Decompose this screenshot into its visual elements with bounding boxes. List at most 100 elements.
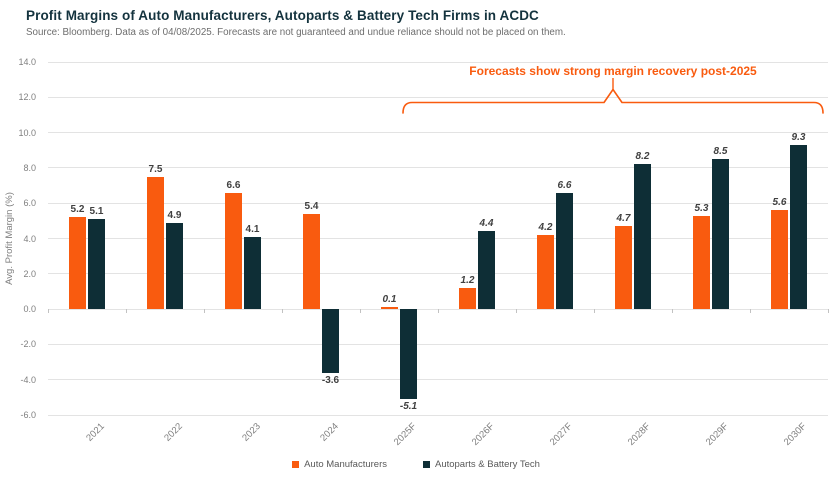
legend-swatch-auto-manufacturers xyxy=(292,461,300,468)
x-label-2030f: 2030F xyxy=(781,421,809,448)
gridline-2.0 xyxy=(48,273,828,275)
x-label-2026f: 2026F xyxy=(469,421,497,448)
gridline-6.0 xyxy=(48,202,828,204)
x-axis-tick xyxy=(672,309,673,314)
forecast-annotation: Forecasts show strong margin recovery po… xyxy=(469,64,757,78)
gridline-8.0 xyxy=(48,167,828,169)
x-label-slot-2023: 2023 xyxy=(204,419,282,461)
y-tick-4.0: 4.0 xyxy=(23,233,36,244)
legend-label-auto-manufacturers: Auto Manufacturers xyxy=(304,459,387,470)
x-axis-tick xyxy=(516,309,517,314)
value-label-autoparts-battery-tech-2027f: 6.6 xyxy=(557,179,572,191)
x-label-2023: 2023 xyxy=(240,421,263,444)
bar-autoparts-battery-tech-2028f xyxy=(634,164,651,310)
y-tick--2.0: -2.0 xyxy=(20,339,36,350)
x-label-slot-2021: 2021 xyxy=(48,419,126,461)
bar-auto-manufacturers-2023 xyxy=(225,192,242,310)
value-label-autoparts-battery-tech-2028f: 8.2 xyxy=(635,151,650,163)
y-tick-0.0: 0.0 xyxy=(23,304,36,315)
value-label-auto-manufacturers-2029f: 5.3 xyxy=(694,202,709,214)
x-label-slot-2030f: 2030F xyxy=(750,419,828,461)
x-axis-tick xyxy=(204,309,205,314)
x-axis-tick xyxy=(594,309,595,314)
x-axis-tick xyxy=(438,309,439,314)
x-label-2021: 2021 xyxy=(84,421,107,444)
y-tick-14.0: 14.0 xyxy=(18,57,36,67)
x-label-slot-2029f: 2029F xyxy=(672,419,750,461)
chart-legend: Auto Manufacturers Autoparts & Battery Te… xyxy=(0,459,832,470)
bar-autoparts-battery-tech-2022 xyxy=(166,222,183,310)
value-label-autoparts-battery-tech-2029f: 8.5 xyxy=(713,146,728,158)
chart-title: Profit Margins of Auto Manufacturers, Au… xyxy=(26,8,539,23)
value-label-autoparts-battery-tech-2030f: 9.3 xyxy=(791,131,806,143)
x-label-2024: 2024 xyxy=(318,421,341,444)
legend-item-autoparts-battery-tech: Autoparts & Battery Tech xyxy=(422,459,540,470)
x-label-2028f: 2028F xyxy=(625,421,653,448)
chart-source-note: Source: Bloomberg. Data as of 04/08/2025… xyxy=(26,27,566,38)
x-axis-tick xyxy=(48,309,49,314)
bar-autoparts-battery-tech-2023 xyxy=(244,236,261,310)
value-label-autoparts-battery-tech-2025f: -5.1 xyxy=(399,401,418,413)
x-axis-labels: 2021 2022 2023 2024 2025F 2026F 2027F 2028F 2029… xyxy=(48,419,828,461)
bar-auto-manufacturers-2024 xyxy=(303,213,320,310)
legend-swatch-autoparts-battery-tech xyxy=(422,461,430,468)
gridline-10.0 xyxy=(48,132,828,134)
value-label-autoparts-battery-tech-2023: 4.1 xyxy=(245,223,260,235)
gridline--6.0 xyxy=(48,414,828,416)
value-label-auto-manufacturers-2021: 5.2 xyxy=(70,204,85,216)
x-axis-tick xyxy=(126,309,127,314)
value-label-autoparts-battery-tech-2021: 5.1 xyxy=(89,206,104,218)
y-tick-2.0: 2.0 xyxy=(23,268,36,279)
x-axis-tick xyxy=(360,309,361,314)
bar-auto-manufacturers-2028f xyxy=(615,226,632,310)
bar-autoparts-battery-tech-2024 xyxy=(322,309,339,373)
value-label-auto-manufacturers-2025f: 0.1 xyxy=(382,294,397,306)
bar-auto-manufacturers-2025f xyxy=(381,307,398,310)
bar-autoparts-battery-tech-2025f xyxy=(400,309,417,400)
value-label-autoparts-battery-tech-2026f: 4.4 xyxy=(479,218,494,230)
x-label-slot-2025f: 2025F xyxy=(360,419,438,461)
x-label-slot-2027f: 2027F xyxy=(516,419,594,461)
x-label-2027f: 2027F xyxy=(547,421,575,448)
x-axis-tick xyxy=(282,309,283,314)
x-label-slot-2022: 2022 xyxy=(126,419,204,461)
y-axis-tick-labels: 14.0 12.0 10.0 8.0 6.0 4.0 2.0 0.0 -2.0 -4.0 -6.0 xyxy=(0,57,40,420)
value-label-auto-manufacturers-2026f: 1.2 xyxy=(460,274,475,286)
value-label-autoparts-battery-tech-2022: 4.9 xyxy=(167,209,182,221)
value-label-autoparts-battery-tech-2024: -3.6 xyxy=(321,374,340,386)
y-tick-8.0: 8.0 xyxy=(23,162,36,173)
x-label-slot-2026f: 2026F xyxy=(438,419,516,461)
bar-auto-manufacturers-2026f xyxy=(459,287,476,310)
bar-auto-manufacturers-2027f xyxy=(537,234,554,310)
x-label-slot-2024: 2024 xyxy=(282,419,360,461)
x-label-2029f: 2029F xyxy=(703,421,731,448)
y-tick-10.0: 10.0 xyxy=(18,127,36,138)
legend-label-autoparts-battery-tech: Autoparts & Battery Tech xyxy=(434,459,540,470)
gridline--2.0 xyxy=(48,343,828,345)
plot-area: Forecasts show strong margin recovery po… xyxy=(48,61,829,416)
x-label-2022: 2022 xyxy=(162,421,185,444)
legend-item-auto-manufacturers: Auto Manufacturers xyxy=(292,459,387,470)
bar-auto-manufacturers-2022 xyxy=(147,176,164,310)
bar-auto-manufacturers-2021 xyxy=(69,217,86,310)
bar-auto-manufacturers-2029f xyxy=(693,215,710,310)
y-tick-6.0: 6.0 xyxy=(23,198,36,209)
y-tick--6.0: -6.0 xyxy=(20,410,36,420)
bar-autoparts-battery-tech-2029f xyxy=(712,159,729,310)
bar-auto-manufacturers-2030f xyxy=(771,210,788,310)
value-label-auto-manufacturers-2023: 6.6 xyxy=(226,179,241,191)
x-axis-tick xyxy=(750,309,751,314)
x-label-slot-2028f: 2028F xyxy=(594,419,672,461)
bar-autoparts-battery-tech-2026f xyxy=(478,231,495,310)
bar-autoparts-battery-tech-2027f xyxy=(556,192,573,310)
y-tick--4.0: -4.0 xyxy=(20,374,36,385)
value-label-auto-manufacturers-2028f: 4.7 xyxy=(616,213,631,225)
bar-autoparts-battery-tech-2030f xyxy=(790,144,807,310)
value-label-auto-manufacturers-2024: 5.4 xyxy=(304,200,319,212)
y-tick-12.0: 12.0 xyxy=(18,92,36,103)
x-label-2025f: 2025F xyxy=(391,421,419,448)
value-label-auto-manufacturers-2030f: 5.6 xyxy=(772,197,787,209)
gridline-12.0 xyxy=(48,96,828,98)
gridline--4.0 xyxy=(48,379,828,381)
